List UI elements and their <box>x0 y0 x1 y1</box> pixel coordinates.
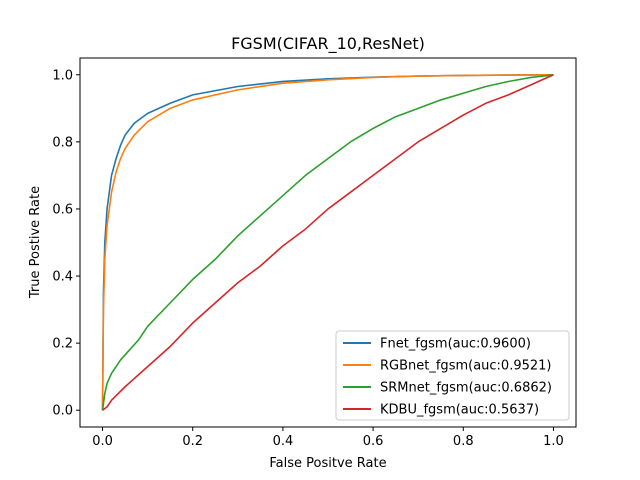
x-tick-label: 0.6 <box>363 434 384 449</box>
series-line-1 <box>101 73 554 411</box>
y-axis-label: True Postive Rate <box>28 186 43 299</box>
y-tick-label: 1.0 <box>52 68 73 83</box>
y-axis-ticks: 0.0 0.2 0.4 0.6 0.8 1.0 <box>52 68 80 419</box>
y-tick-label: 0.4 <box>52 270 73 285</box>
x-tick-label: 1.0 <box>543 434 564 449</box>
x-tick-label: 0.4 <box>273 434 294 449</box>
legend-label-0: Fnet_fgsm(auc:0.9600) <box>380 337 531 352</box>
series-lines <box>101 73 554 411</box>
legend-label-2: SRMnet_fgsm(auc:0.6862) <box>380 381 552 396</box>
x-tick-label: 0.8 <box>453 434 474 449</box>
y-tick-label: 0.0 <box>52 404 73 419</box>
x-axis-label: False Positve Rate <box>269 456 386 471</box>
series-line-3 <box>102 74 554 411</box>
x-axis-ticks: 0.0 0.2 0.4 0.6 0.8 1.0 <box>92 427 564 449</box>
legend-box <box>335 330 570 421</box>
series-line-2 <box>101 73 554 411</box>
x-tick-label: 0.0 <box>92 434 113 449</box>
legend: Fnet_fgsm(auc:0.9600) RGBnet_fgsm(auc:0.9… <box>335 330 570 421</box>
x-tick-label: 0.2 <box>182 434 203 449</box>
legend-label-3: KDBU_fgsm(auc:0.5637) <box>380 403 539 418</box>
legend-label-1: RGBnet_fgsm(auc:0.9521) <box>380 359 552 374</box>
y-tick-label: 0.2 <box>52 337 73 352</box>
y-tick-label: 0.8 <box>52 135 73 150</box>
y-tick-label: 0.6 <box>52 202 73 217</box>
chart-title: FGSM(CIFAR_10,ResNet) <box>231 34 425 54</box>
axes-frame <box>79 57 577 428</box>
